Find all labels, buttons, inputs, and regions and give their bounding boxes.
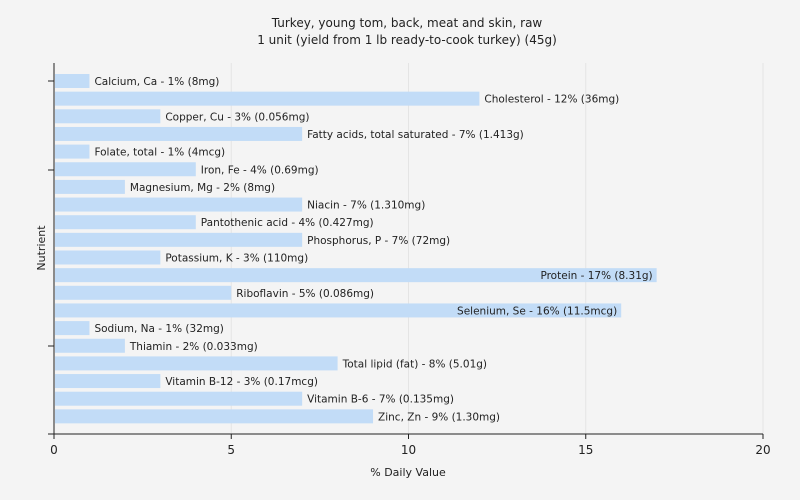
x-axis-ticks: 0 5 10 15 20	[50, 434, 771, 457]
bar	[55, 232, 303, 247]
bar-label: Fatty acids, total saturated - 7% (1.413…	[307, 129, 524, 141]
bar-label: Zinc, Zn - 9% (1.30mg)	[378, 411, 500, 423]
bar	[55, 268, 657, 283]
x-axis-title: % Daily Value	[370, 466, 446, 479]
bar-label: Protein - 17% (8.31g)	[540, 270, 652, 282]
bar	[55, 409, 374, 424]
bar	[55, 356, 338, 371]
bar	[55, 197, 303, 212]
bar	[55, 91, 480, 106]
x-tick-label: 5	[227, 443, 235, 457]
bar-label: Magnesium, Mg - 2% (8mg)	[130, 182, 275, 194]
bar-label: Cholesterol - 12% (36mg)	[484, 94, 619, 106]
bars: Calcium, Ca - 1% (8mg) Cholesterol - 12% …	[55, 74, 657, 424]
bar	[55, 321, 90, 336]
bar	[55, 250, 161, 265]
bar-label: Riboflavin - 5% (0.086mg)	[236, 288, 374, 300]
bar	[55, 215, 196, 230]
bar	[55, 162, 196, 177]
bar-label: Selenium, Se - 16% (11.5mcg)	[457, 305, 617, 317]
bar	[55, 144, 90, 159]
bar-label: Potassium, K - 3% (110mg)	[165, 253, 308, 265]
bar-label: Vitamin B-6 - 7% (0.135mg)	[307, 394, 454, 406]
bar	[55, 179, 125, 194]
y-axis-title: Nutrient	[35, 225, 48, 271]
bar-label: Total lipid (fat) - 8% (5.01g)	[342, 358, 487, 370]
x-tick-label: 20	[755, 443, 770, 457]
bar-label: Thiamin - 2% (0.033mg)	[129, 341, 258, 353]
bar	[55, 338, 125, 353]
bar-label: Folate, total - 1% (4mcg)	[94, 147, 225, 159]
bar-label: Phosphorus, P - 7% (72mg)	[307, 235, 450, 247]
bar	[55, 303, 622, 318]
x-tick-label: 15	[578, 443, 593, 457]
bar-label: Niacin - 7% (1.310mg)	[307, 200, 425, 212]
bar-label: Sodium, Na - 1% (32mg)	[94, 323, 223, 335]
chart-subtitle: 1 unit (yield from 1 lb ready-to-cook tu…	[257, 33, 557, 47]
bar	[55, 374, 161, 389]
bar-label: Copper, Cu - 3% (0.056mg)	[165, 111, 309, 123]
bar	[55, 126, 303, 141]
bar	[55, 109, 161, 124]
x-tick-label: 0	[50, 443, 58, 457]
bar	[55, 285, 232, 300]
chart-title: Turkey, young tom, back, meat and skin, …	[271, 16, 543, 30]
bar	[55, 74, 90, 88]
gridlines	[230, 63, 764, 434]
bar-label: Pantothenic acid - 4% (0.427mg)	[201, 217, 374, 229]
bar-label: Calcium, Ca - 1% (8mg)	[94, 76, 219, 88]
x-tick-label: 10	[401, 443, 416, 457]
bar	[55, 391, 303, 406]
bar-label: Iron, Fe - 4% (0.69mg)	[201, 164, 319, 176]
bar-label: Vitamin B-12 - 3% (0.17mcg)	[165, 376, 318, 388]
